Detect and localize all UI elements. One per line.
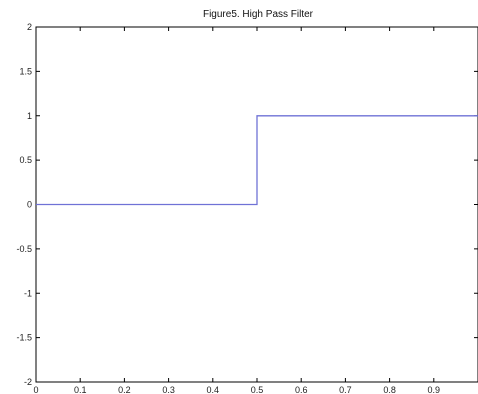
x-tick-label: 0.1 xyxy=(74,385,87,394)
y-tick-label: 2 xyxy=(27,22,32,32)
x-tick-label: 0.3 xyxy=(162,385,175,394)
y-tick-label: 1 xyxy=(27,111,32,121)
y-tick-label: 0 xyxy=(27,200,32,210)
y-tick-label: -0.5 xyxy=(16,244,32,254)
x-tick-label: 0.6 xyxy=(295,385,308,394)
x-tick-label: 0 xyxy=(33,385,38,394)
y-axis: 2 1.5 1 0.5 0 -0.5 -1 -1.5 -2 xyxy=(16,22,478,387)
y-tick-label: -1.5 xyxy=(16,333,32,343)
series-line-0 xyxy=(36,115,478,206)
x-axis: 0 0.1 0.2 0.3 0.4 0.5 0.6 0.7 0.8 0.9 xyxy=(33,27,440,394)
y-tick-label: -2 xyxy=(24,377,32,387)
series-layer xyxy=(36,115,478,206)
y-tick-label: 0.5 xyxy=(19,155,32,165)
x-tick-label: 0.5 xyxy=(251,385,264,394)
x-tick-label: 0.4 xyxy=(207,385,220,394)
x-tick-label: 0.7 xyxy=(339,385,352,394)
x-tick-label: 0.2 xyxy=(118,385,131,394)
y-tick-label: 1.5 xyxy=(19,66,32,76)
chart-title: Figure5. High Pass Filter xyxy=(203,9,314,20)
y-tick-label: -1 xyxy=(24,288,32,298)
x-tick-label: 0.9 xyxy=(428,385,441,394)
x-tick-label: 0.8 xyxy=(383,385,396,394)
